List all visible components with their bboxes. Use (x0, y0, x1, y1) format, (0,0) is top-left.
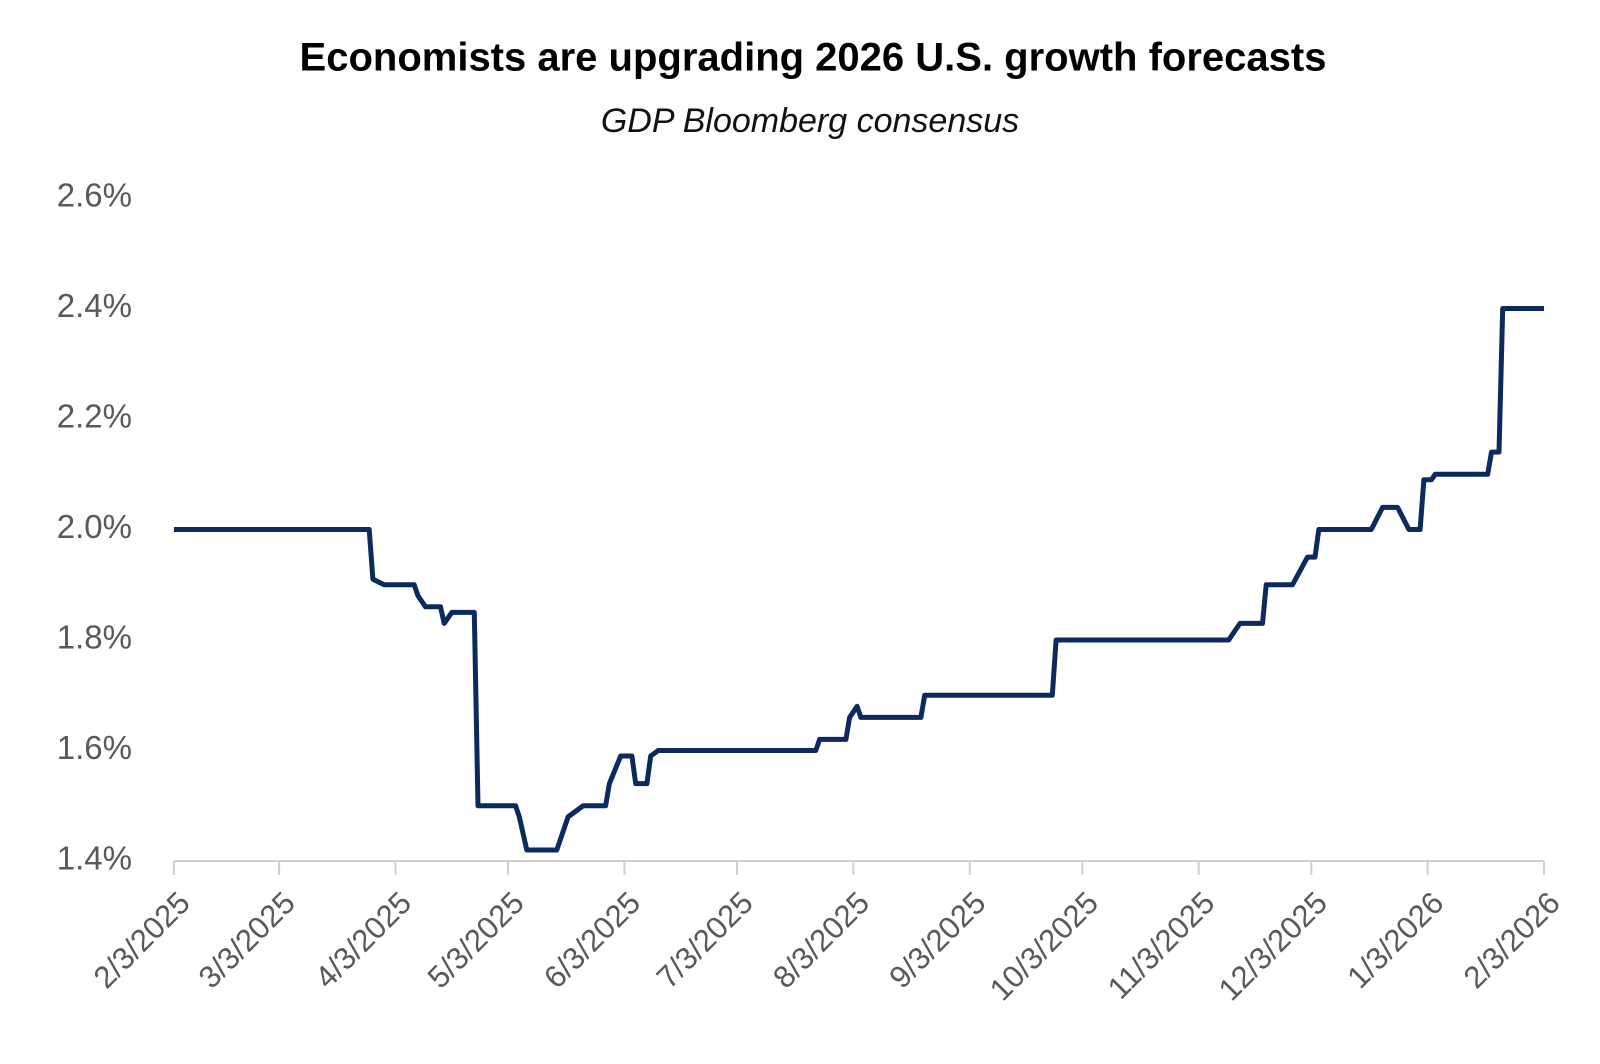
x-tick-label: 8/3/2025 (766, 885, 876, 995)
x-tick-label: 2/3/2026 (1457, 885, 1567, 995)
x-tick-label: 5/3/2025 (421, 885, 531, 995)
y-tick-label: 1.8% (57, 619, 132, 656)
y-tick-label: 2.6% (57, 177, 132, 214)
chart-subtitle: GDP Bloomberg consensus (601, 102, 1019, 140)
x-tick-label: 11/3/2025 (1101, 885, 1222, 1006)
y-tick-label: 2.0% (57, 508, 132, 545)
x-tick-label: 7/3/2025 (650, 885, 760, 995)
x-tick-label: 3/3/2025 (192, 885, 302, 995)
x-tick-label: 2/3/2025 (87, 885, 197, 995)
x-tick-label: 9/3/2025 (882, 885, 992, 995)
x-tick-label: 6/3/2025 (537, 885, 647, 995)
x-tick-label: 1/3/2026 (1340, 885, 1450, 995)
x-tick-label: 4/3/2025 (308, 885, 418, 995)
series-line (174, 306, 1544, 853)
y-tick-label: 2.4% (57, 287, 132, 324)
chart-title: Economists are upgrading 2026 U.S. growt… (300, 36, 1327, 80)
y-tick-label: 1.6% (57, 729, 132, 766)
y-tick-label: 1.4% (57, 840, 132, 877)
y-tick-label: 2.2% (57, 398, 132, 435)
x-tick-label: 12/3/2025 (1212, 885, 1334, 1007)
x-tick-label: 10/3/2025 (983, 885, 1105, 1007)
